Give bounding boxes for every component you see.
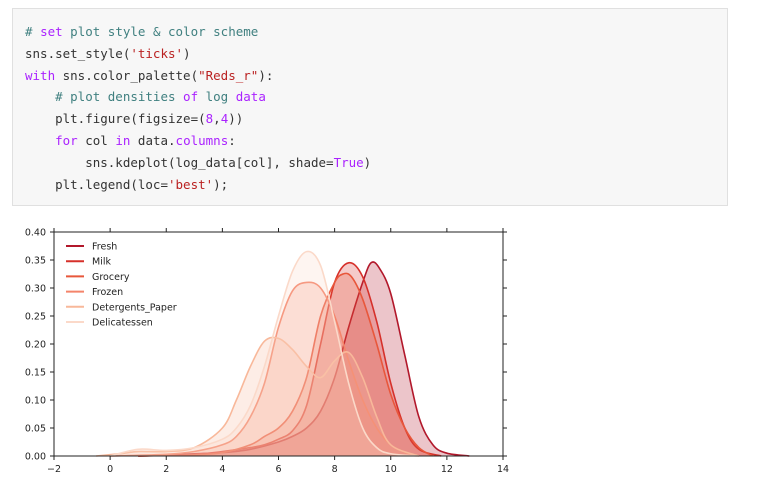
code-token: plt.figure(figsize=(: [25, 111, 206, 127]
code-token: sns.color_palette(: [55, 67, 199, 83]
y-tick-label: 0.15: [25, 368, 46, 379]
legend-label: Detergents_Paper: [92, 302, 177, 313]
x-tick-label: 0: [107, 464, 113, 475]
y-tick-label: 0.00: [25, 452, 46, 463]
code-token: col: [77, 132, 116, 148]
code-cell[interactable]: # set plot style & color scheme sns.set_s…: [12, 8, 728, 206]
code-token: data: [235, 89, 266, 105]
x-tick-label: 8: [332, 464, 338, 475]
code-token: :: [228, 132, 236, 148]
code-line: with sns.color_palette("Reds_r"):: [25, 65, 727, 87]
x-tick-label: 14: [497, 464, 509, 475]
y-tick-label: 0.25: [25, 312, 46, 323]
y-tick-label: 0.20: [25, 340, 46, 351]
legend-label: Grocery: [92, 272, 130, 283]
series-fill: [110, 282, 419, 456]
kde-chart: −2 0 2 4 6 8 10 12 14 0.00 0.05 0.10 0.15 0.20 0.25 0.3…: [25, 228, 509, 476]
y-tick-label: 0.35: [25, 256, 46, 267]
code-token: );: [213, 176, 229, 192]
code-token: log: [198, 89, 236, 105]
code-token: 4: [220, 111, 229, 127]
series-line: [138, 261, 442, 457]
series-fill: [138, 261, 470, 456]
code-line: # set plot style & color scheme: [25, 21, 727, 43]
code-token: ): [363, 154, 372, 170]
code-line: for col in data.columns:: [25, 130, 727, 152]
code-line: # plot densities of log data: [25, 86, 727, 108]
code-token: ):: [258, 67, 274, 83]
x-tick-label: 10: [385, 464, 397, 475]
code-line: sns.set_style('ticks'): [25, 43, 727, 65]
code-token: "Reds_r": [198, 67, 259, 83]
series-fill: [110, 251, 419, 456]
y-tick-label: 0.10: [25, 396, 46, 407]
legend-label: Milk: [92, 257, 111, 268]
x-tick-label: 12: [441, 464, 453, 475]
code-token: data.: [130, 132, 176, 148]
x-tick-label: 4: [219, 464, 225, 475]
code-token: plot style & color scheme: [62, 24, 259, 39]
y-tick-label: 0.30: [25, 284, 46, 295]
code-token: [25, 133, 55, 148]
code-token: 8: [205, 111, 214, 127]
x-tick-label: −2: [47, 464, 61, 475]
code-token: set: [40, 24, 63, 39]
code-token: sns.set_style(: [25, 45, 131, 61]
series-line: [96, 336, 420, 457]
series-fill: [138, 273, 433, 456]
code-token: for: [55, 132, 78, 148]
code-token: in: [115, 132, 131, 148]
legend-label: Fresh: [92, 242, 117, 253]
legend-label: Frozen: [92, 287, 123, 298]
code-token: sns.kdeplot(log_data[col], shade=: [25, 154, 334, 170]
code-token: # plot densities: [25, 89, 184, 105]
x-tick-label: 6: [275, 464, 281, 475]
code-token: ,: [213, 111, 221, 127]
code-token: columns: [175, 132, 229, 148]
code-token: with: [25, 67, 56, 83]
code-token: #: [25, 24, 41, 39]
code-line: sns.kdeplot(log_data[col], shade=True): [25, 152, 727, 174]
code-token: plt.legend(loc=: [25, 176, 168, 192]
series-fill: [96, 337, 419, 456]
code-token: 'ticks': [130, 45, 184, 61]
legend-label: Delicatessen: [92, 318, 153, 329]
series-line: [138, 272, 434, 457]
y-tick-label: 0.05: [25, 424, 46, 435]
x-tick-label: 2: [163, 464, 169, 475]
code-token: of: [183, 89, 199, 105]
series-line: [109, 250, 419, 457]
output-plot: −2 0 2 4 6 8 10 12 14 0.00 0.05 0.10 0.15 0.20 0.25 0.3…: [0, 216, 758, 481]
y-tick-label: 0.40: [25, 228, 46, 239]
code-token: 'best': [168, 176, 214, 192]
code-token: )): [228, 111, 244, 127]
code-token: ): [183, 45, 191, 61]
code-editor[interactable]: # set plot style & color scheme sns.set_s…: [13, 9, 727, 195]
code-token: True: [333, 154, 364, 170]
series-line: [110, 281, 420, 457]
code-line: plt.legend(loc='best');: [25, 174, 727, 196]
code-line: plt.figure(figsize=(8,4)): [25, 108, 727, 130]
